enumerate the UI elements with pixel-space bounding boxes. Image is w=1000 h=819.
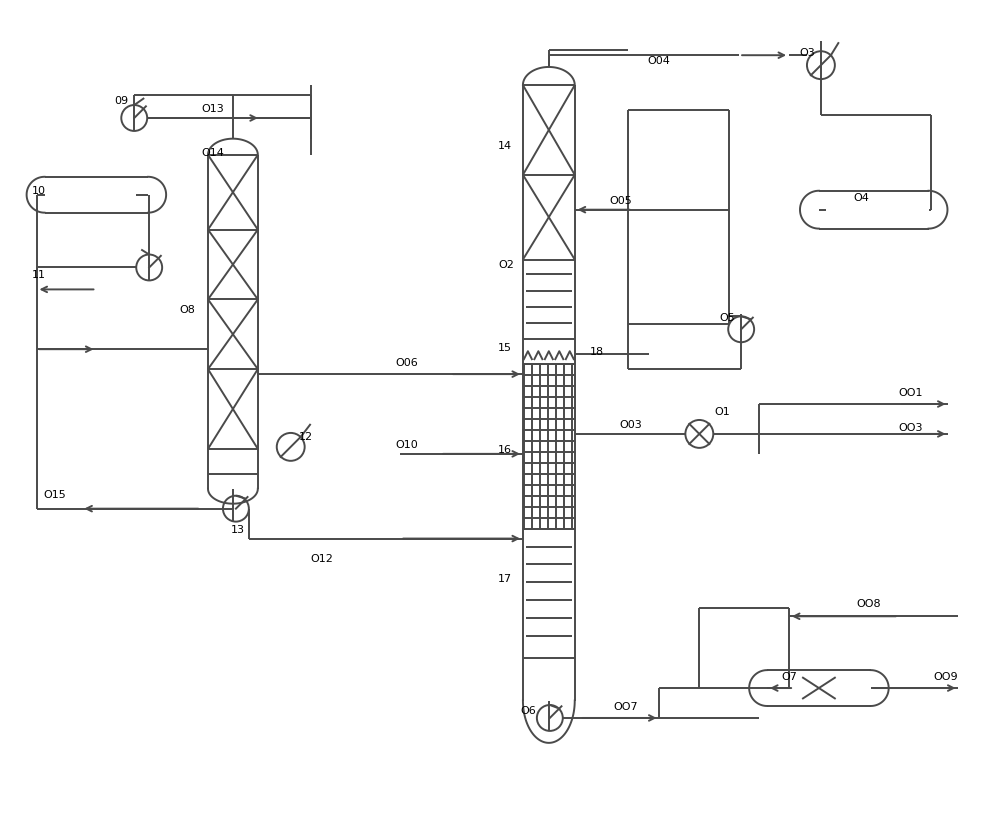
Text: O6: O6 (520, 705, 536, 715)
Text: 12: 12 (299, 432, 313, 441)
Text: 15: 15 (498, 343, 512, 353)
Text: OO8: OO8 (857, 599, 881, 609)
Text: O12: O12 (311, 554, 334, 563)
Text: O2: O2 (498, 260, 514, 270)
Text: O06: O06 (395, 358, 418, 368)
Text: 16: 16 (498, 445, 512, 455)
Text: 14: 14 (498, 141, 512, 151)
Text: OO1: OO1 (899, 387, 923, 397)
Text: O04: O04 (647, 57, 670, 66)
Text: O03: O03 (620, 419, 642, 429)
Text: 10: 10 (32, 186, 46, 196)
Text: O14: O14 (201, 147, 224, 158)
Text: O13: O13 (201, 104, 224, 114)
Text: O4: O4 (854, 192, 870, 202)
Text: 17: 17 (498, 574, 512, 584)
Text: 11: 11 (32, 270, 46, 280)
Text: 09: 09 (114, 96, 128, 106)
Text: O7: O7 (781, 672, 797, 681)
Text: O5: O5 (719, 313, 735, 323)
Text: O10: O10 (395, 439, 418, 450)
Text: O3: O3 (799, 48, 815, 58)
Text: O05: O05 (610, 196, 632, 206)
Text: O15: O15 (44, 489, 66, 499)
Text: OO9: OO9 (934, 672, 958, 681)
Text: OO7: OO7 (614, 701, 638, 711)
Text: OO3: OO3 (899, 423, 923, 432)
Text: O1: O1 (714, 406, 730, 417)
Text: 13: 13 (231, 524, 245, 534)
Text: O8: O8 (179, 305, 195, 315)
Text: 18: 18 (590, 346, 604, 357)
